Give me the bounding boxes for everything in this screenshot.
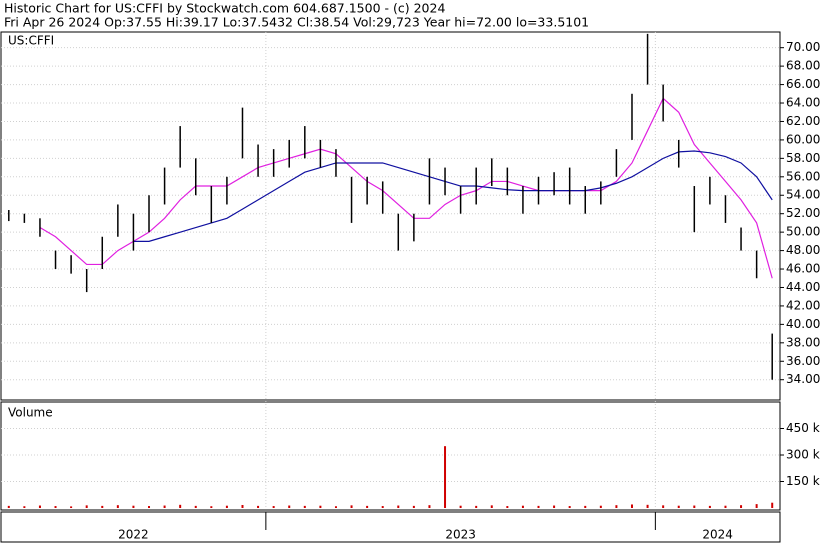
x-tick-label: 2023 [445, 528, 476, 542]
volume-bar [334, 506, 337, 508]
volume-panel [0, 401, 781, 511]
volume-bar [194, 505, 197, 508]
volume-bar [693, 505, 696, 508]
y-tick-label: 450 k [786, 421, 820, 435]
y-tick-label: 44.00 [786, 280, 820, 294]
volume-bar [210, 506, 213, 508]
volume-bar [179, 504, 182, 508]
y-tick-label: 52.00 [786, 206, 820, 220]
volume-bar [7, 505, 10, 508]
chart-title: Historic Chart for US:CFFI by Stockwatch… [4, 1, 445, 16]
volume-bar [677, 505, 680, 508]
volume-bar [755, 504, 758, 508]
volume-bar [506, 506, 509, 508]
y-tick-label: 48.00 [786, 243, 820, 257]
volume-bar [101, 505, 104, 508]
volume-bar [70, 506, 73, 508]
y-tick-label: 56.00 [786, 169, 820, 183]
x-tick-label: 2024 [702, 528, 733, 542]
y-tick-label: 34.00 [786, 372, 820, 386]
volume-bar [646, 504, 649, 508]
volume-bar [475, 505, 478, 508]
volume-bar [459, 505, 462, 508]
date-strip [0, 511, 781, 543]
y-tick-label: 58.00 [786, 151, 820, 165]
volume-bar [553, 505, 556, 508]
volume-bar [724, 505, 727, 508]
volume-bar [319, 505, 322, 508]
volume-bar [568, 506, 571, 508]
volume-bar [241, 504, 244, 508]
volume-bar [662, 505, 665, 508]
symbol-label: US:CFFI [8, 34, 54, 48]
y-tick-label: 46.00 [786, 262, 820, 276]
volume-bar [444, 446, 447, 508]
y-tick-label: 64.00 [786, 96, 820, 110]
y-tick-label: 150 k [786, 474, 820, 488]
y-tick-label: 66.00 [786, 77, 820, 91]
y-tick-label: 42.00 [786, 298, 820, 312]
y-tick-label: 54.00 [786, 188, 820, 202]
volume-bar [381, 506, 384, 508]
volume-bar [771, 502, 774, 508]
volume-bar [54, 506, 57, 508]
y-tick-label: 62.00 [786, 114, 820, 128]
y-tick-label: 300 k [786, 448, 820, 462]
volume-bar [397, 505, 400, 508]
volume-bar [272, 506, 275, 508]
volume-bar [490, 505, 493, 508]
volume-bar [38, 505, 41, 508]
y-tick-label: 36.00 [786, 354, 820, 368]
volume-bar [148, 506, 151, 508]
volume-bar [350, 505, 353, 508]
volume-label: Volume [8, 406, 53, 420]
volume-bar [630, 504, 633, 508]
y-tick-label: 68.00 [786, 59, 820, 73]
volume-bar [521, 505, 524, 508]
price-panel [0, 31, 781, 401]
volume-bar [708, 505, 711, 508]
moving-average [133, 150, 773, 242]
chart-subtitle: Fri Apr 26 2024 Op:37.55 Hi:39.17 Lo:37.… [4, 15, 589, 30]
volume-bar [132, 505, 135, 508]
volume-bar [366, 505, 369, 508]
y-tick-label: 70.00 [786, 40, 820, 54]
volume-bar [163, 505, 166, 508]
volume-bar [288, 505, 291, 508]
volume-bar [257, 505, 260, 508]
volume-bar [740, 505, 743, 508]
y-tick-label: 60.00 [786, 132, 820, 146]
volume-bar [537, 505, 540, 508]
volume-bar [428, 505, 431, 508]
y-tick-label: 50.00 [786, 225, 820, 239]
volume-bar [116, 505, 119, 508]
volume-bar [303, 505, 306, 508]
volume-bar [615, 505, 618, 508]
volume-bar [599, 505, 602, 508]
volume-bar [85, 505, 88, 508]
volume-bar [412, 505, 415, 508]
y-tick-label: 40.00 [786, 317, 820, 331]
volume-bar [23, 506, 26, 508]
moving-average [39, 97, 773, 279]
x-tick-label: 2022 [118, 528, 149, 542]
volume-bar [584, 505, 587, 508]
volume-bar [225, 505, 228, 508]
y-tick-label: 38.00 [786, 335, 820, 349]
